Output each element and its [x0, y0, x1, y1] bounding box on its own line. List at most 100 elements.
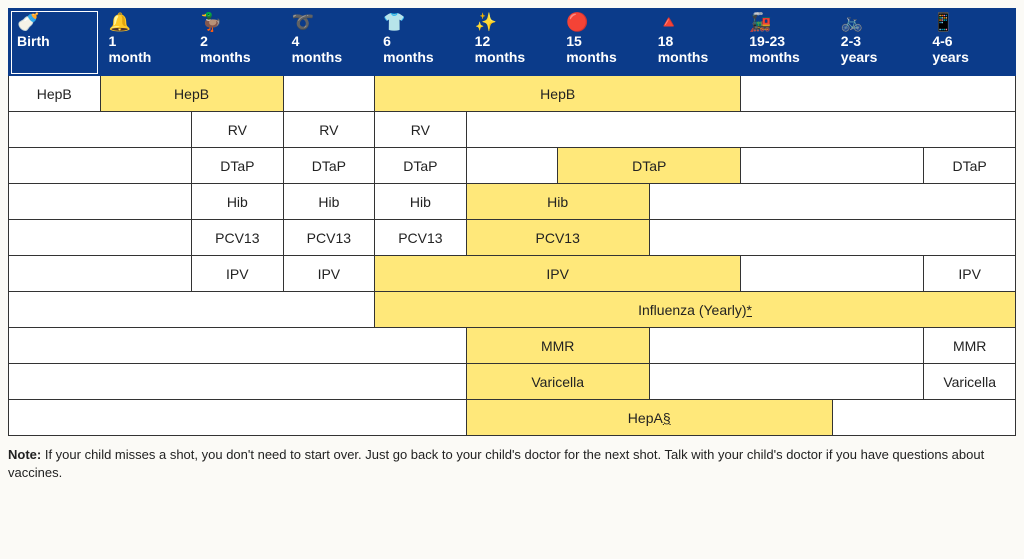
- col-header-label: 4months: [292, 33, 343, 65]
- vaccine-cell: IPV: [192, 256, 284, 292]
- empty-cell: [466, 112, 1015, 148]
- age-icon: ✨: [475, 13, 550, 31]
- age-icon: ➰: [292, 13, 367, 31]
- vaccine-cell: RV: [283, 112, 375, 148]
- vaccine-cell: DTaP: [283, 148, 375, 184]
- age-icon: 🔴: [566, 13, 641, 31]
- vaccine-label: MMR: [953, 338, 986, 354]
- col-header: 🍼 Birth: [9, 9, 101, 76]
- vaccine-label: IPV: [546, 266, 569, 282]
- age-icon: 🚲: [841, 13, 916, 31]
- footnote-marker: *: [747, 302, 752, 318]
- vaccine-label: Varicella: [943, 374, 996, 390]
- vaccine-label: RV: [319, 122, 338, 138]
- vaccine-label: HepB: [174, 86, 209, 102]
- note-text: If your child misses a shot, you don't n…: [8, 447, 984, 480]
- vaccine-cell: DTaP: [192, 148, 284, 184]
- table-row: Influenza (Yearly)*: [9, 292, 1016, 328]
- vaccine-label: Hib: [547, 194, 568, 210]
- vaccine-cell: PCV13: [375, 220, 467, 256]
- col-header: 🔴 15months: [558, 9, 650, 76]
- vaccine-label: IPV: [226, 266, 249, 282]
- empty-cell: [9, 112, 192, 148]
- col-header-label: 2months: [200, 33, 251, 65]
- vaccine-label: Varicella: [531, 374, 584, 390]
- table-body: HepBHepBHepBRVRVRVDTaPDTaPDTaPDTaPDTaPHi…: [9, 76, 1016, 436]
- vaccine-cell: DTaP: [375, 148, 467, 184]
- empty-cell: [9, 364, 467, 400]
- age-icon: 📱: [932, 13, 1007, 31]
- empty-cell: [9, 328, 467, 364]
- empty-cell: [9, 148, 192, 184]
- col-header: 🚂 19-23months: [741, 9, 833, 76]
- vaccine-cell: HepB: [9, 76, 101, 112]
- col-header-label: 12months: [475, 33, 526, 65]
- col-header-label: Birth: [17, 33, 50, 49]
- vaccine-cell: Hib: [375, 184, 467, 220]
- vaccine-cell: MMR: [466, 328, 649, 364]
- vaccine-cell: Hib: [192, 184, 284, 220]
- vaccine-cell: RV: [375, 112, 467, 148]
- vaccine-cell: DTaP: [558, 148, 741, 184]
- col-header-label: 4-6years: [932, 33, 969, 65]
- empty-cell: [9, 220, 192, 256]
- col-header-label: 6months: [383, 33, 434, 65]
- empty-cell: [649, 184, 1015, 220]
- vaccine-cell: PCV13: [192, 220, 284, 256]
- age-icon: 🚂: [749, 13, 824, 31]
- age-icon: 🔔: [109, 13, 184, 31]
- col-header: 🦆2months: [192, 9, 284, 76]
- age-icon: 👕: [383, 13, 458, 31]
- vaccine-label: HepB: [540, 86, 575, 102]
- table-row: HepB HepB HepB: [9, 76, 1016, 112]
- empty-cell: [9, 256, 192, 292]
- table-row: DTaP DTaP DTaP DTaP DTaP: [9, 148, 1016, 184]
- vaccine-label: IPV: [318, 266, 341, 282]
- vaccine-cell: IPV: [283, 256, 375, 292]
- vaccine-label: Hib: [227, 194, 248, 210]
- empty-cell: [741, 76, 1016, 112]
- empty-cell: [9, 184, 192, 220]
- vaccine-cell: DTaP: [924, 148, 1016, 184]
- empty-cell: [9, 400, 467, 436]
- vaccine-cell: Influenza (Yearly)*: [375, 292, 1016, 328]
- vaccine-label: PCV13: [536, 230, 580, 246]
- table-row: RV RV RV: [9, 112, 1016, 148]
- vaccine-label: IPV: [958, 266, 981, 282]
- vaccine-cell: IPV: [924, 256, 1016, 292]
- empty-cell: [741, 148, 924, 184]
- col-header-label: 19-23months: [749, 33, 800, 65]
- vaccine-cell: Varicella: [924, 364, 1016, 400]
- table-row: MMR MMR: [9, 328, 1016, 364]
- vaccine-label: DTaP: [403, 158, 437, 174]
- vaccine-cell: HepB: [375, 76, 741, 112]
- col-header-label: 15months: [566, 33, 617, 65]
- vaccine-cell: HepA§: [466, 400, 832, 436]
- vaccine-cell: RV: [192, 112, 284, 148]
- col-header-label: 18months: [658, 33, 709, 65]
- col-header: 🔔 1month: [100, 9, 192, 76]
- empty-cell: [649, 220, 1015, 256]
- empty-cell: [283, 76, 375, 112]
- vaccine-label: DTaP: [312, 158, 346, 174]
- vaccine-cell: Hib: [466, 184, 649, 220]
- table-header: 🍼 Birth 🔔 1month 🦆2months ➰ 4months 👕 6months ✨ 12…: [9, 9, 1016, 76]
- vaccine-label: DTaP: [632, 158, 666, 174]
- col-header: 📱 4-6years: [924, 9, 1016, 76]
- table-row: IPV IPV IPV IPV: [9, 256, 1016, 292]
- vaccine-label: RV: [228, 122, 247, 138]
- col-header: ➰ 4months: [283, 9, 375, 76]
- col-header: 👕 6months: [375, 9, 467, 76]
- vaccine-cell: HepB: [100, 76, 283, 112]
- vaccine-cell: MMR: [924, 328, 1016, 364]
- col-header-label: 1month: [109, 33, 152, 65]
- col-header: ✨ 12months: [466, 9, 558, 76]
- age-icon: 🍼: [17, 13, 92, 31]
- footnote-marker: §: [663, 410, 671, 426]
- immunization-schedule-table: 🍼 Birth 🔔 1month 🦆2months ➰ 4months 👕 6months ✨ 12…: [8, 8, 1016, 436]
- vaccine-cell: PCV13: [466, 220, 649, 256]
- table-row: HibHibHibHib: [9, 184, 1016, 220]
- col-header: 🚲2-3years: [832, 9, 924, 76]
- vaccine-cell: Hib: [283, 184, 375, 220]
- vaccine-label: RV: [411, 122, 430, 138]
